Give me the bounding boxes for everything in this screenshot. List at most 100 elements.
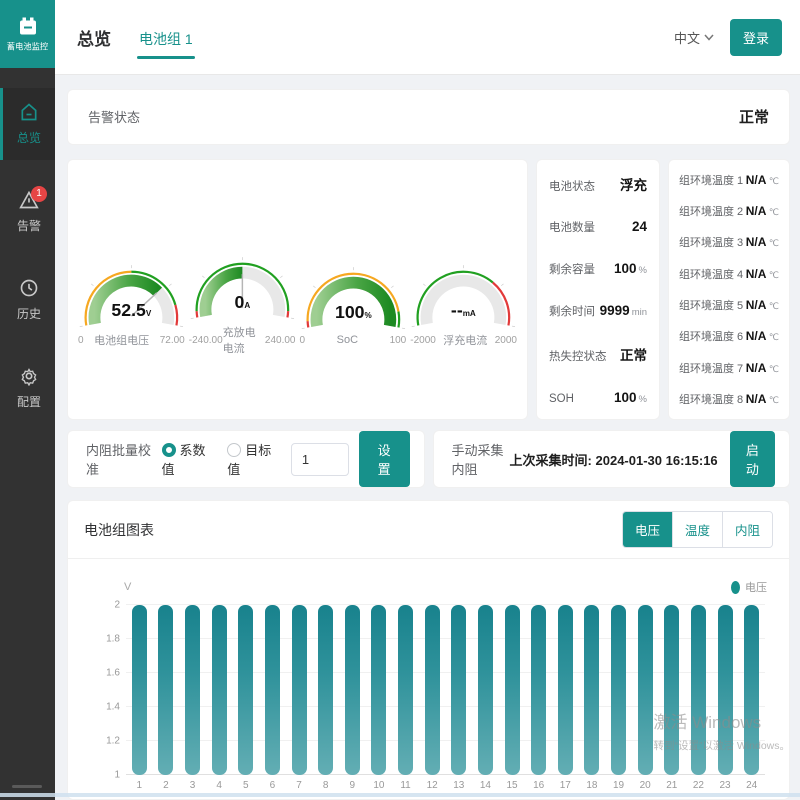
env-temp-unit: ℃ bbox=[766, 238, 779, 249]
radio-target[interactable]: 目标值 bbox=[227, 440, 281, 478]
env-temp-value: N/A ℃ bbox=[745, 204, 779, 219]
bar-21[interactable] bbox=[664, 605, 680, 775]
calibration-value-input[interactable] bbox=[290, 442, 349, 476]
bar-17[interactable] bbox=[557, 605, 573, 775]
gridline bbox=[126, 604, 765, 605]
env-temp-label: 组环境温度 8 bbox=[679, 393, 744, 406]
bar-18[interactable] bbox=[584, 605, 600, 775]
env-temp-unit: ℃ bbox=[766, 394, 779, 405]
sidebar-item-alarm[interactable]: 1 告警 bbox=[0, 176, 55, 248]
bar-10[interactable] bbox=[371, 605, 387, 775]
sidebar-nav: 总览 1 告警 历史 配置 bbox=[0, 68, 55, 440]
bar-11[interactable] bbox=[398, 605, 414, 775]
sidebar-item-label: 配置 bbox=[16, 395, 41, 409]
bars-container bbox=[126, 605, 765, 775]
bar-1[interactable] bbox=[131, 605, 147, 775]
bar-2[interactable] bbox=[158, 605, 174, 775]
x-tick-label: 15 bbox=[506, 780, 518, 791]
env-temp-row: 组环境温度 6 N/A ℃ bbox=[679, 328, 779, 344]
status-row-label: 电池状态 bbox=[549, 180, 595, 193]
chart-meta: V 电压 bbox=[124, 579, 767, 595]
chart-tab-电压[interactable]: 电压 bbox=[622, 512, 672, 547]
alarm-status-card: 告警状态 正常 bbox=[67, 89, 790, 145]
page-title: 总览 bbox=[77, 29, 111, 49]
bar-7[interactable] bbox=[291, 605, 307, 775]
status-row-value: 浮充 bbox=[620, 177, 647, 193]
bar-chart-plot: 1 1.2 1.4 1.6 1.8 2 bbox=[106, 600, 765, 781]
bar-12[interactable] bbox=[424, 605, 440, 775]
gauge-dial-icon: 52.5V bbox=[79, 264, 184, 327]
calibration-controls: 系数值 目标值 设置 bbox=[161, 431, 410, 487]
alarm-count-badge: 1 bbox=[31, 186, 47, 202]
tab-battery-group-1[interactable]: 电池组 1 bbox=[137, 3, 195, 71]
chart-body: V 电压 1 1.2 1.4 1.6 1.8 2 1 2 3 4 5 6 7 8 9 10 11 12 13 14 1… bbox=[68, 559, 789, 791]
chart-tab-内阻[interactable]: 内阻 bbox=[721, 512, 772, 547]
set-button[interactable]: 设置 bbox=[358, 431, 410, 487]
last-collect-time-value: 2024-01-30 16:15:16 bbox=[595, 452, 718, 468]
env-temp-row: 组环境温度 7 N/A ℃ bbox=[679, 360, 779, 376]
bar-16[interactable] bbox=[531, 605, 547, 775]
env-temp-row: 组环境温度 8 N/A ℃ bbox=[679, 391, 779, 407]
sidebar-item-overview[interactable]: 总览 bbox=[0, 88, 55, 160]
bar-19[interactable] bbox=[611, 605, 627, 775]
bar-9[interactable] bbox=[344, 605, 360, 775]
bar-3[interactable] bbox=[185, 605, 201, 775]
status-row: SOH 100% bbox=[549, 390, 647, 405]
bar-8[interactable] bbox=[318, 605, 334, 775]
gauge-min: 0 bbox=[299, 334, 306, 346]
bar-14[interactable] bbox=[477, 605, 493, 775]
gauge-scale: 0 SoC 100 bbox=[298, 332, 409, 346]
start-button[interactable]: 启动 bbox=[729, 431, 775, 487]
status-row-label: 剩余时间 bbox=[549, 305, 595, 318]
sidebar-item-history[interactable]: 历史 bbox=[0, 264, 55, 336]
status-row-label: 剩余容量 bbox=[549, 264, 595, 277]
top-header: 总览 电池组 1 中文 登录 bbox=[55, 0, 800, 75]
env-temp-label: 组环境温度 6 bbox=[679, 331, 744, 344]
env-temp-row: 组环境温度 5 N/A ℃ bbox=[679, 297, 779, 313]
bar-6[interactable] bbox=[264, 605, 280, 775]
sidebar-item-settings[interactable]: 配置 bbox=[0, 352, 55, 424]
chevron-down-icon bbox=[704, 34, 714, 41]
env-temp-label: 组环境温度 7 bbox=[679, 362, 744, 375]
bar-15[interactable] bbox=[504, 605, 520, 775]
login-button[interactable]: 登录 bbox=[729, 18, 782, 56]
gauge-max: 240.00 bbox=[264, 334, 296, 346]
gauge-max: 100 bbox=[389, 334, 407, 346]
x-tick-label: 2 bbox=[163, 780, 169, 791]
bar-4[interactable] bbox=[211, 605, 227, 775]
env-temp-label: 组环境温度 3 bbox=[679, 237, 744, 250]
chart-tab-group: 电压 温度 内阻 bbox=[621, 511, 773, 548]
bar-20[interactable] bbox=[637, 605, 653, 775]
x-tick-label: 1 bbox=[136, 780, 143, 791]
chart-header: 电池组图表 电压 温度 内阻 bbox=[68, 501, 789, 559]
bar-23[interactable] bbox=[717, 605, 733, 775]
gauge-充放电电流: 0A -240.00 充放电电流 240.00 bbox=[187, 249, 298, 357]
horizontal-scrollbar[interactable] bbox=[0, 793, 800, 797]
header-actions: 中文 登录 bbox=[674, 18, 782, 56]
x-tick-label: 9 bbox=[349, 780, 356, 791]
chart-legend[interactable]: 电压 bbox=[731, 579, 767, 595]
language-selector[interactable]: 中文 bbox=[674, 28, 714, 47]
chart-tab-温度[interactable]: 温度 bbox=[671, 512, 722, 547]
bar-5[interactable] bbox=[238, 605, 254, 775]
x-tick-label: 13 bbox=[453, 780, 465, 791]
bar-13[interactable] bbox=[451, 605, 467, 775]
legend-dot-icon bbox=[731, 580, 740, 594]
x-tick-label: 5 bbox=[243, 780, 249, 791]
gridline bbox=[126, 638, 765, 639]
bar-22[interactable] bbox=[690, 605, 706, 775]
env-temp-label: 组环境温度 2 bbox=[679, 206, 744, 219]
x-tick-label: 24 bbox=[746, 780, 758, 791]
radio-coefficient[interactable]: 系数值 bbox=[161, 440, 216, 478]
gauge-value: 52.5V bbox=[111, 300, 151, 320]
bar-24[interactable] bbox=[744, 605, 760, 775]
env-temp-value: N/A ℃ bbox=[745, 329, 779, 344]
y-tick-label: 2 bbox=[114, 599, 120, 611]
sidebar-collapse-handle[interactable] bbox=[12, 785, 42, 788]
gauges-card: 52.5V 0 电池组电压 72.00 0A -240.00 充放电电流 240.00 100%… bbox=[67, 158, 528, 420]
env-temp-value: N/A ℃ bbox=[745, 235, 779, 250]
last-collect-time-label: 上次采集时间: bbox=[509, 452, 592, 468]
x-tick-label: 4 bbox=[216, 780, 222, 791]
app-title: 蓄电池监控 bbox=[6, 41, 49, 52]
